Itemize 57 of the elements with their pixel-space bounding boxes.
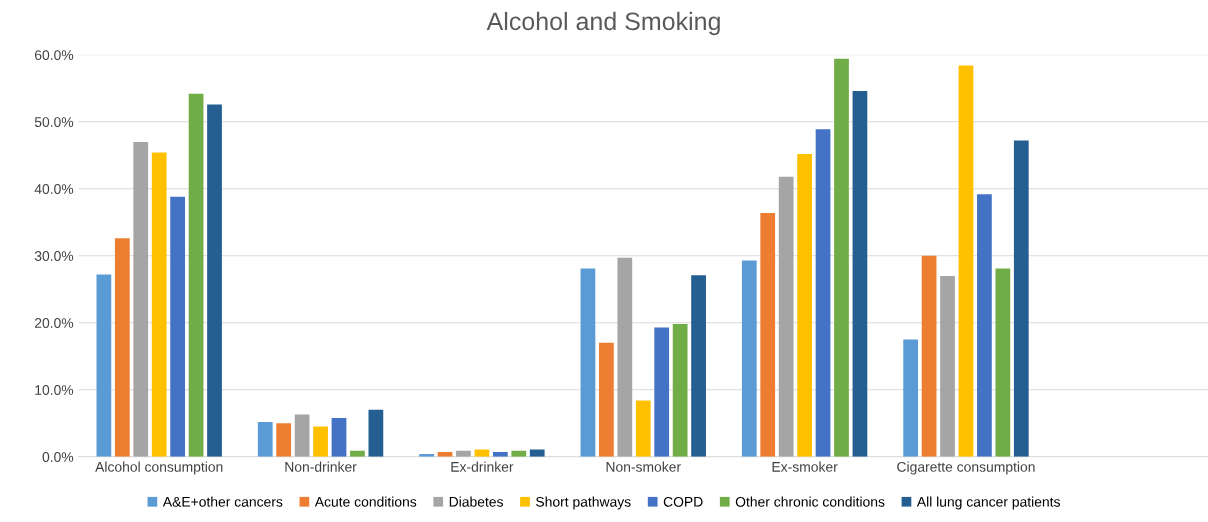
bar [170,196,186,457]
bar [580,268,596,457]
bar [599,342,614,457]
legend-label: Other chronic conditions [735,496,885,507]
bar [331,417,347,457]
y-tick-label: 40.0% [34,184,74,194]
x-tick-label: Ex-drinker [451,461,514,472]
y-tick-label: 50.0% [34,117,74,127]
bar [635,400,651,457]
bar [188,93,204,457]
bar [276,423,292,457]
bar [207,104,222,457]
legend-label: All lung cancer patients [916,496,1060,510]
bar [672,324,688,457]
legend-label: Diabetes [449,496,503,507]
bar [940,275,955,457]
bar [368,409,384,457]
bar [257,421,273,457]
bar [294,414,310,457]
bar [852,90,868,457]
x-tick-label: Ex-smoker [772,461,838,472]
bar [760,212,776,457]
bar [958,65,974,457]
bar [691,275,706,457]
y-tick-label: 0.0% [42,452,74,462]
y-tick-label: 10.0% [35,385,74,395]
bar [834,58,849,457]
y-tick-label: 60.0% [34,50,74,60]
legend-label: A&E+other cancers [162,496,283,507]
bar [529,449,545,457]
bar [114,238,130,457]
bar [995,268,1011,457]
bar [903,339,919,457]
bar [741,260,757,457]
bar [654,327,670,457]
legend-label: Acute conditions [314,496,417,507]
legend-label: COPD [663,496,703,507]
x-tick-label: Non-drinker [285,461,357,472]
bar [778,176,794,457]
chart-title: Alcohol and Smoking [486,11,720,36]
y-tick-label: 30.0% [34,251,74,261]
x-tick-label: Cigarette consumption [897,461,1035,475]
bar [617,257,633,457]
bar [96,274,112,457]
bar [474,449,490,457]
bar [1013,140,1029,457]
x-tick-label: Non-smoker [606,461,681,472]
y-tick-label: 20.0% [34,318,74,328]
legend-label: Short pathways [536,496,631,510]
bar [921,255,937,457]
bar [977,194,992,457]
bar [797,153,812,457]
x-tick-label: Alcohol consumption [95,461,223,475]
bar [815,129,831,457]
bar [313,426,328,457]
bar [151,152,167,457]
bar [133,141,149,457]
